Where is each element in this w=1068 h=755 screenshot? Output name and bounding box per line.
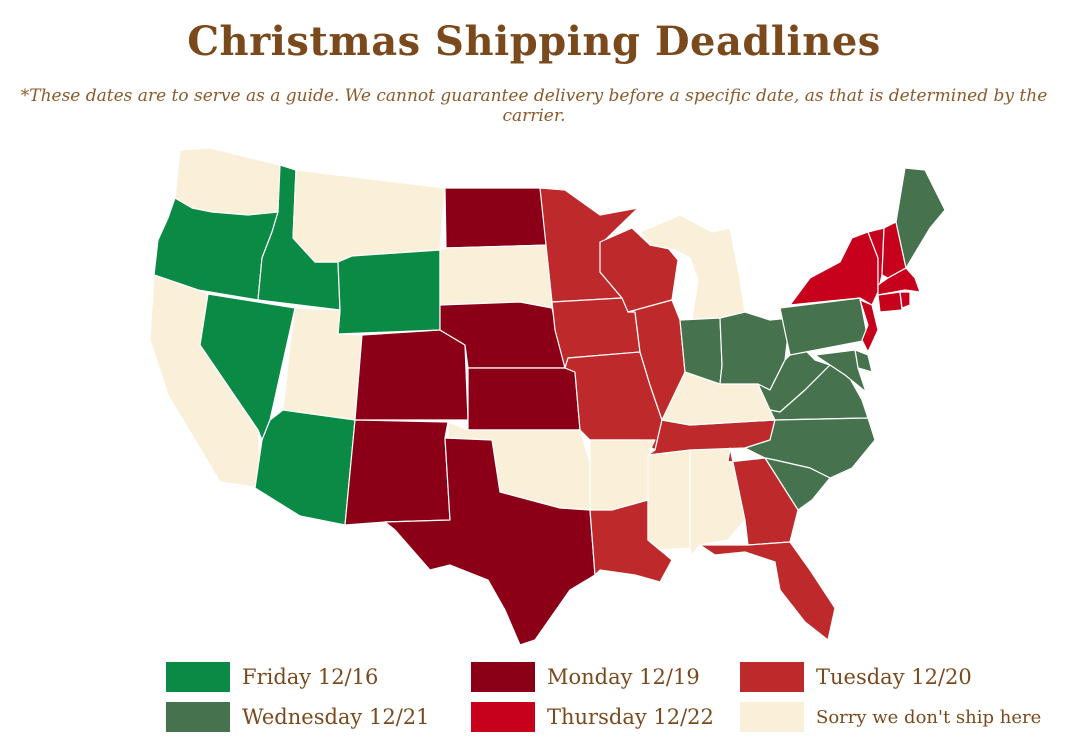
state-colorado bbox=[354, 329, 469, 421]
state-north-dakota bbox=[444, 187, 551, 249]
state-mississippi bbox=[647, 449, 691, 551]
state-kansas bbox=[467, 367, 581, 431]
state-montana bbox=[292, 169, 446, 263]
state-arizona bbox=[254, 409, 356, 526]
state-maryland bbox=[814, 349, 867, 393]
page-title: Christmas Shipping Deadlines bbox=[187, 18, 881, 65]
state-south-dakota bbox=[439, 244, 553, 309]
state-connecticut bbox=[877, 291, 903, 313]
state-florida bbox=[699, 541, 836, 641]
state-wisconsin bbox=[599, 227, 679, 313]
state-pennsylvania bbox=[779, 297, 869, 356]
state-rhode-island bbox=[899, 291, 911, 309]
state-arkansas bbox=[589, 439, 656, 511]
state-maine bbox=[895, 167, 946, 269]
state-new-mexico bbox=[344, 419, 451, 526]
state-louisiana bbox=[589, 499, 673, 583]
state-new-york bbox=[789, 231, 879, 306]
disclaimer-text: *These dates are to serve as a guide. We… bbox=[20, 86, 1048, 126]
state-texas bbox=[384, 437, 596, 646]
state-new-jersey bbox=[859, 299, 879, 353]
state-washington bbox=[174, 147, 281, 216]
state-wyoming bbox=[337, 249, 441, 335]
